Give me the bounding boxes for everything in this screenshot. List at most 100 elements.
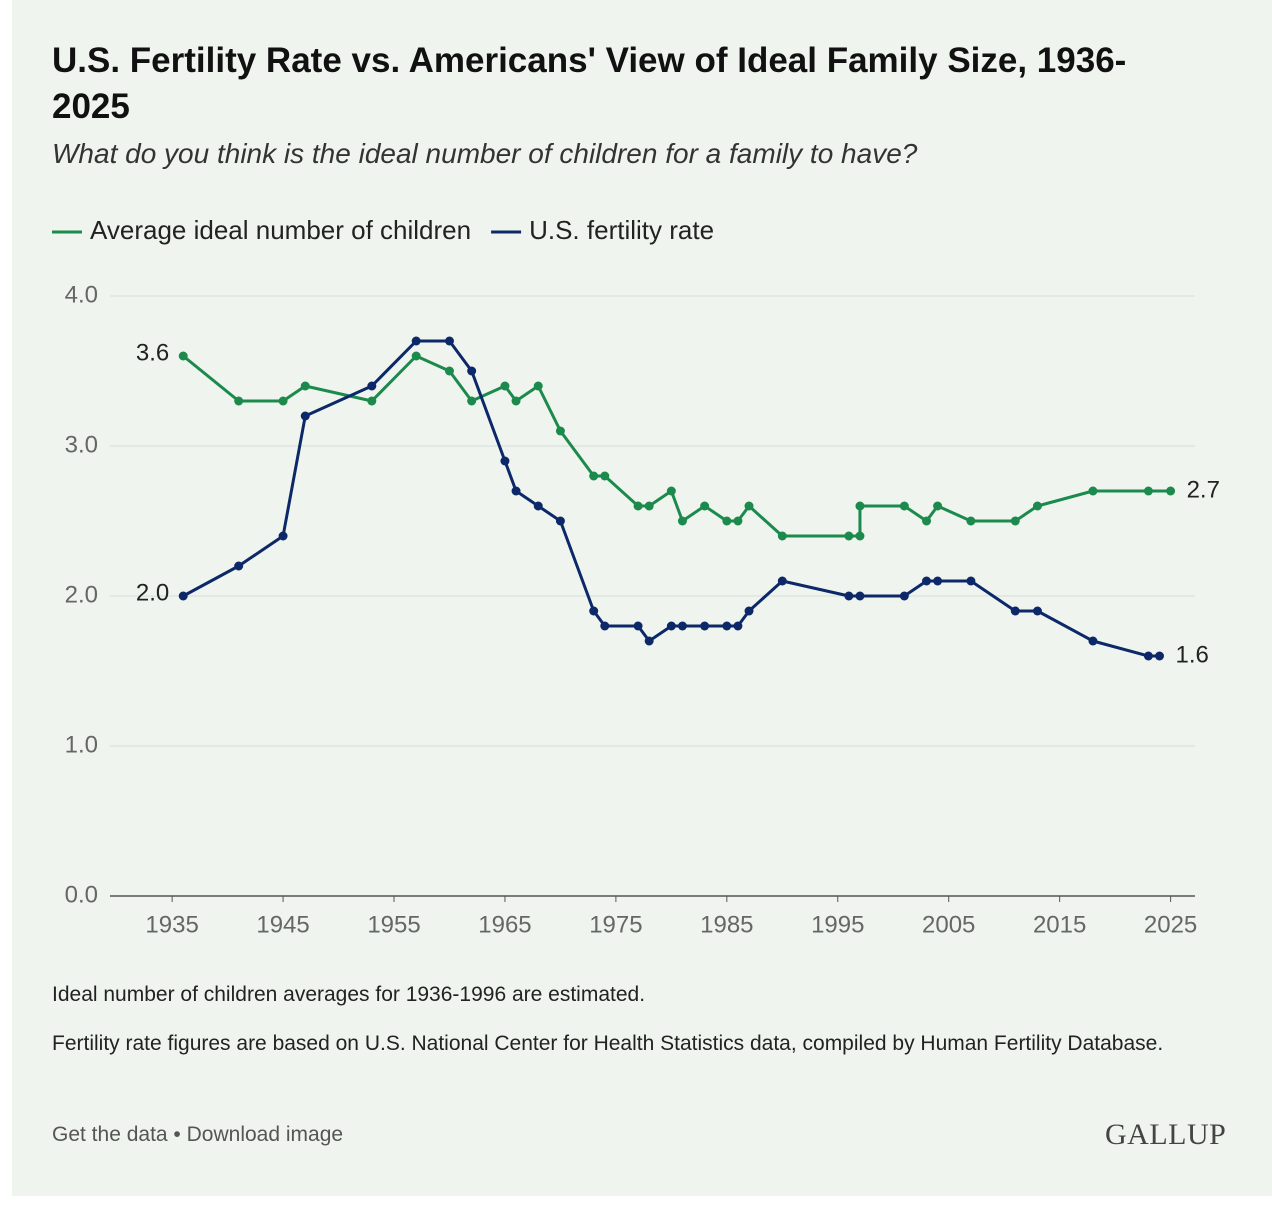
data-point bbox=[1010, 516, 1020, 526]
data-point bbox=[633, 621, 643, 631]
data-point bbox=[1088, 486, 1098, 496]
links: Get the data • Download image bbox=[52, 1123, 344, 1146]
data-point bbox=[966, 516, 976, 526]
data-point bbox=[511, 486, 521, 496]
data-point bbox=[278, 396, 288, 406]
data-point bbox=[922, 576, 932, 586]
data-point bbox=[966, 576, 976, 586]
y-tick-label: 0.0 bbox=[65, 881, 98, 908]
data-point bbox=[367, 381, 377, 391]
value-label: 3.6 bbox=[136, 339, 169, 366]
y-tick-label: 2.0 bbox=[65, 581, 98, 608]
data-point bbox=[533, 501, 543, 511]
value-label: 1.6 bbox=[1175, 641, 1208, 668]
data-point bbox=[367, 396, 377, 406]
data-point bbox=[178, 591, 188, 601]
data-point bbox=[777, 531, 787, 541]
data-point bbox=[1088, 636, 1098, 646]
data-point bbox=[533, 381, 543, 391]
link[interactable]: Get the data bbox=[52, 1123, 168, 1146]
data-point bbox=[500, 381, 510, 391]
data-point bbox=[677, 621, 687, 631]
x-tick-label: 1985 bbox=[700, 911, 753, 938]
y-tick-label: 3.0 bbox=[65, 431, 98, 458]
data-point bbox=[733, 621, 743, 631]
data-point bbox=[722, 621, 732, 631]
data-point bbox=[722, 516, 732, 526]
value-label: 2.0 bbox=[136, 579, 169, 606]
chart-title: U.S. Fertility Rate vs. Americans' View … bbox=[52, 41, 1127, 126]
x-tick-label: 1955 bbox=[367, 911, 420, 938]
x-tick-label: 2015 bbox=[1033, 911, 1086, 938]
x-tick-label: 1995 bbox=[811, 911, 864, 938]
data-point bbox=[467, 396, 477, 406]
data-point bbox=[644, 636, 654, 646]
x-tick-label: 2005 bbox=[922, 911, 975, 938]
data-point bbox=[844, 591, 854, 601]
data-point bbox=[555, 516, 565, 526]
data-point bbox=[1032, 501, 1042, 511]
note: Ideal number of children averages for 19… bbox=[52, 983, 646, 1006]
data-point bbox=[300, 411, 310, 421]
data-point bbox=[777, 576, 787, 586]
chart-subtitle: What do you think is the ideal number of… bbox=[52, 138, 918, 169]
panel bbox=[12, 0, 1272, 1196]
data-point bbox=[234, 396, 244, 406]
x-tick-label: 1935 bbox=[145, 911, 198, 938]
link[interactable]: Download image bbox=[186, 1123, 344, 1146]
x-tick-label: 2025 bbox=[1144, 911, 1197, 938]
x-tick-label: 1975 bbox=[589, 911, 642, 938]
data-point bbox=[855, 501, 865, 511]
legend-label: U.S. fertility rate bbox=[529, 215, 714, 245]
data-point bbox=[1143, 651, 1153, 661]
data-point bbox=[300, 381, 310, 391]
data-point bbox=[467, 366, 477, 376]
data-point bbox=[1154, 651, 1164, 661]
data-point bbox=[444, 336, 454, 346]
data-point bbox=[744, 606, 754, 616]
data-point bbox=[278, 531, 288, 541]
data-point bbox=[933, 576, 943, 586]
data-point bbox=[411, 336, 421, 346]
data-point bbox=[1143, 486, 1153, 496]
data-point bbox=[633, 501, 643, 511]
y-tick-label: 1.0 bbox=[65, 731, 98, 758]
data-point bbox=[444, 366, 454, 376]
data-point bbox=[600, 471, 610, 481]
data-point bbox=[511, 396, 521, 406]
note: Fertility rate figures are based on U.S.… bbox=[52, 1032, 1164, 1055]
data-point bbox=[589, 606, 599, 616]
data-point bbox=[700, 621, 710, 631]
data-point bbox=[589, 471, 599, 481]
data-point bbox=[922, 516, 932, 526]
data-point bbox=[744, 501, 754, 511]
data-point bbox=[178, 351, 188, 361]
data-point bbox=[855, 531, 865, 541]
value-label: 2.7 bbox=[1187, 476, 1220, 503]
data-point bbox=[666, 621, 676, 631]
x-tick-label: 1965 bbox=[478, 911, 531, 938]
data-point bbox=[733, 516, 743, 526]
data-point bbox=[899, 591, 909, 601]
data-point bbox=[666, 486, 676, 496]
data-point bbox=[1010, 606, 1020, 616]
data-point bbox=[844, 531, 854, 541]
series-line bbox=[182, 339, 1160, 658]
data-point bbox=[411, 351, 421, 361]
data-point bbox=[1166, 486, 1176, 496]
data-point bbox=[855, 591, 865, 601]
data-point bbox=[1032, 606, 1042, 616]
data-point bbox=[600, 621, 610, 631]
data-point bbox=[234, 561, 244, 571]
data-point bbox=[933, 501, 943, 511]
brand-logo: GALLUP bbox=[1105, 1118, 1227, 1151]
data-point bbox=[677, 516, 687, 526]
data-point bbox=[644, 501, 654, 511]
y-tick-label: 4.0 bbox=[65, 281, 98, 308]
data-point bbox=[899, 501, 909, 511]
legend-label: Average ideal number of children bbox=[90, 215, 471, 245]
data-point bbox=[700, 501, 710, 511]
data-point bbox=[555, 426, 565, 436]
